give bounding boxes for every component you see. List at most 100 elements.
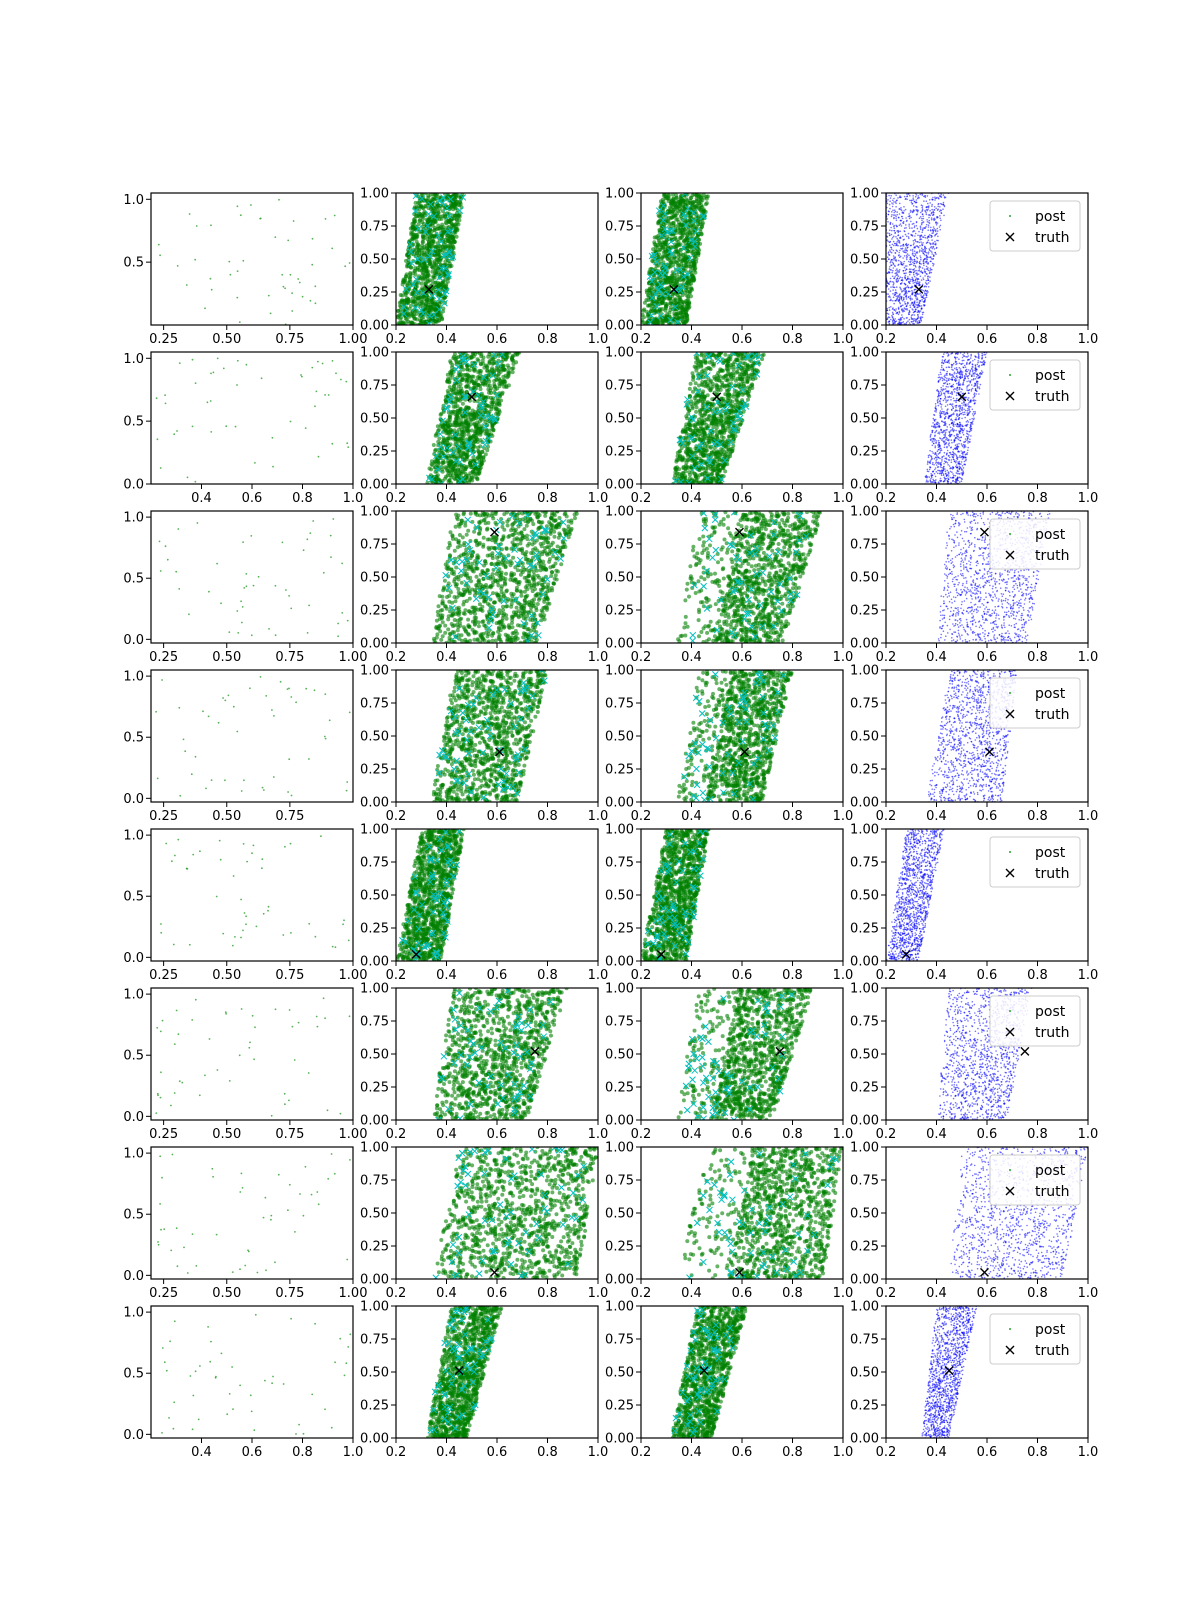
sample-point [0, 259, 1, 261]
sample-point [0, 200, 1, 202]
sample-point [0, 297, 1, 299]
sample-point [0, 229, 1, 231]
sample-point [0, 206, 1, 208]
x-tick-label: 0.8 [537, 332, 558, 347]
sample-point [0, 288, 1, 290]
sample-point [0, 302, 1, 304]
sample-point [0, 268, 1, 270]
sample-point [0, 227, 1, 229]
sample-point [0, 242, 1, 244]
sample-point [0, 274, 1, 276]
sample-point [416, 266, 420, 270]
sample-point [928, 217, 930, 219]
sample-point [0, 311, 1, 313]
sample-point [0, 229, 1, 231]
sample-point [0, 270, 1, 272]
sample-point [891, 214, 893, 216]
sample-point [0, 275, 1, 277]
sample-point [0, 288, 1, 290]
sample-point [0, 324, 1, 326]
sample-point [909, 264, 911, 266]
sample-point [0, 228, 1, 230]
sample-point [0, 246, 1, 248]
sample-point [0, 284, 1, 286]
sample-point [0, 237, 1, 239]
sample-point [0, 288, 1, 290]
sample-point [0, 220, 1, 222]
sample-point [0, 268, 1, 270]
sample-point [0, 264, 1, 266]
sample-point [0, 233, 1, 235]
sample-point [0, 265, 1, 267]
sample-point [0, 245, 1, 247]
sample-point [0, 277, 1, 279]
sample-point [0, 312, 1, 314]
sample-point [0, 258, 1, 260]
sample-point [408, 277, 412, 281]
sample-point [0, 195, 1, 197]
sample-point [0, 256, 1, 258]
y-tick-label: 0.00 [605, 319, 634, 334]
sample-point [0, 307, 1, 309]
sample-point [0, 246, 1, 248]
sample-point [923, 218, 925, 220]
sample-point [0, 300, 1, 302]
sample-point [0, 201, 1, 203]
sample-point [0, 312, 1, 314]
sample-point [0, 197, 1, 199]
sample-point [0, 235, 1, 237]
y-tick-label: 1.00 [605, 187, 634, 202]
sample-point [0, 282, 1, 284]
sample-point [0, 314, 1, 316]
sample-point [0, 311, 1, 313]
sample-point [892, 270, 894, 272]
sample-point [0, 315, 1, 317]
sample-point [0, 197, 1, 199]
sample-point [417, 222, 421, 226]
sample-point [0, 213, 1, 215]
sample-point [0, 241, 1, 243]
sample-point [0, 249, 1, 251]
axes-frame [151, 193, 353, 325]
sample-point [0, 313, 1, 315]
sample-point [0, 257, 1, 259]
sample-point [0, 262, 1, 264]
sample-point [0, 290, 1, 292]
sample-point [0, 255, 1, 257]
sample-point [0, 261, 1, 263]
sample-point [0, 203, 1, 205]
sample-point [0, 261, 1, 263]
sample-point [0, 291, 1, 293]
sample-point [0, 234, 1, 236]
sample-point [426, 220, 430, 224]
sample-point [0, 242, 1, 244]
sample-point [0, 320, 1, 322]
sample-point [0, 243, 1, 245]
sample-point [0, 205, 1, 207]
prior-point [312, 238, 314, 240]
sample-point [0, 323, 1, 325]
sample-point [0, 301, 1, 303]
sample-point [0, 232, 1, 234]
prior-point [293, 220, 295, 222]
sample-point [0, 224, 1, 226]
sample-point [0, 266, 1, 268]
sample-point [0, 216, 1, 218]
sample-point [0, 240, 1, 242]
sample-point [0, 257, 1, 259]
sample-point [0, 199, 1, 201]
sample-point [0, 201, 1, 203]
sample-point [0, 288, 1, 290]
sample-point [0, 235, 1, 237]
sample-point [0, 266, 1, 268]
sample-point [0, 313, 1, 315]
sample-point [0, 198, 1, 200]
sample-point [0, 207, 1, 209]
sample-point [0, 278, 1, 280]
sample-point [0, 213, 1, 215]
sample-point [0, 199, 1, 201]
sample-point [0, 323, 1, 325]
sample-point [0, 251, 1, 253]
sample-point [0, 222, 1, 224]
sample-point [0, 294, 1, 296]
